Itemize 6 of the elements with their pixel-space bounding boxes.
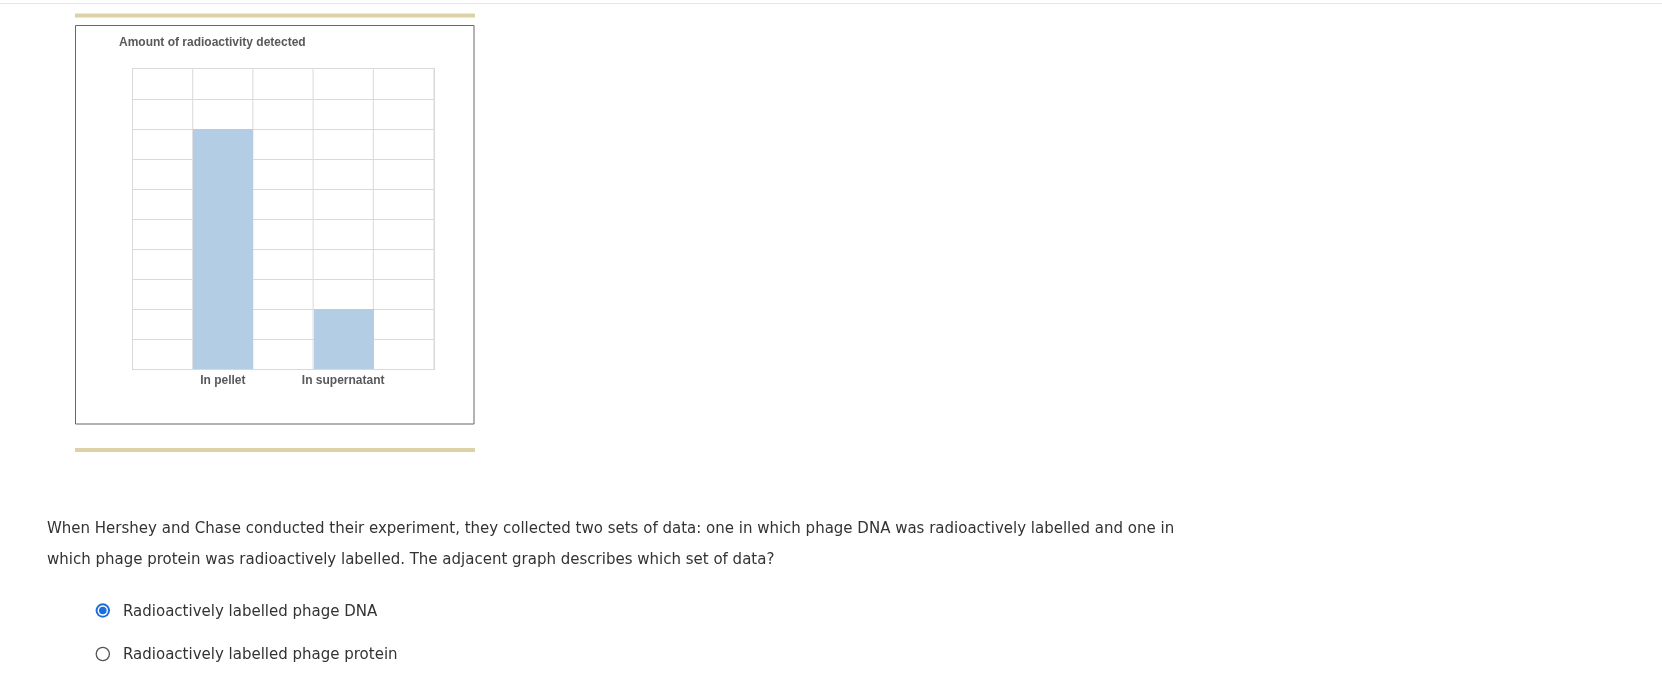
text: When Hershey and Chase conducted their experiment, they collected two sets of data: one in which phage DNA was radioactively labelled and one in which phage protein was radioactively labelled. The adjacent graph describes which set of data? — [47, 519, 1175, 568]
chart-title: Amount of radioactivity detected — [119, 35, 306, 49]
text: Radioactively labelled phage DNA — [123, 602, 379, 620]
x-tick-label: In supernatant — [301, 373, 385, 388]
text: Radioactively labelled phage protein — [123, 645, 398, 663]
x-tick-label: In pellet — [200, 373, 246, 388]
